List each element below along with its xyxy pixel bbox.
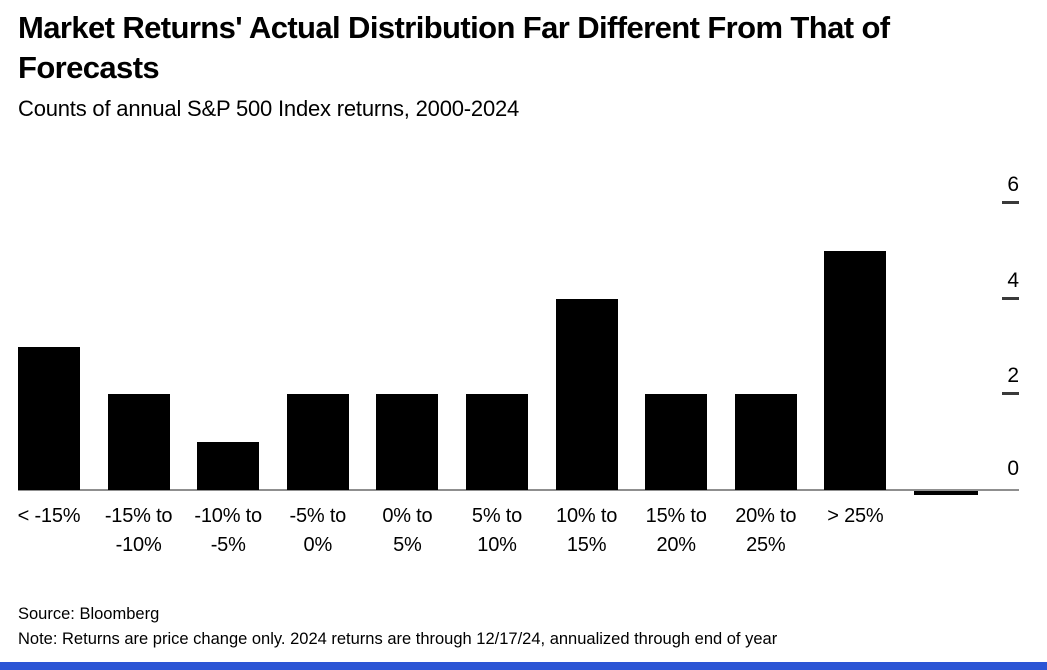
chart-subtitle: Counts of annual S&P 500 Index returns, … [18, 96, 520, 121]
x-axis-label: > 25% [827, 502, 883, 531]
x-axis-label-line: -10% to [194, 505, 262, 527]
x-axis-label-line: 5% [393, 534, 422, 556]
y-axis-tick-label: 6 [1007, 173, 1019, 197]
x-axis-label-line: 15% to [645, 505, 707, 527]
bar [197, 442, 260, 490]
chart-title: Market Returns' Actual Distribution Far … [18, 8, 1030, 88]
x-axis-label-line: 0% to [382, 505, 433, 527]
bar [466, 394, 528, 490]
note-line: Note: Returns are price change only. 202… [18, 630, 778, 648]
x-axis-label: -15% to -10% [105, 502, 173, 560]
x-axis-label: 10% to 15% [556, 502, 617, 560]
x-axis-label-line: 5% to [471, 505, 523, 527]
x-axis-baseline [18, 489, 1019, 491]
y-axis-tick-mark [1002, 201, 1019, 205]
bar [286, 394, 349, 490]
y-axis-tick-mark [1002, 296, 1019, 300]
x-axis-label-line: 25% [746, 534, 786, 556]
x-axis-label: 20% to 25% [735, 502, 796, 560]
x-axis-label: 0% to 5% [382, 502, 432, 560]
bottom-accent-bar [0, 662, 1047, 670]
x-axis-label-line: -5% to [289, 505, 347, 527]
bar [376, 394, 439, 490]
x-axis-label-line: 15% [566, 534, 607, 556]
bar [555, 298, 618, 490]
bar [734, 394, 797, 490]
x-axis-label-line: -15% to [104, 505, 173, 527]
bar [645, 394, 708, 490]
x-axis-label: < -15% [18, 502, 81, 531]
x-axis-label: 15% to 20% [646, 502, 707, 560]
x-axis-label-line: > 25% [827, 505, 884, 527]
x-axis-label-line: 20% to [735, 505, 797, 527]
x-axis-label: -10% to -5% [194, 502, 262, 560]
chart-title-line1: Market Returns' Actual Distribution Far … [18, 10, 890, 45]
x-axis-label-line: 20% [656, 534, 696, 556]
x-axis-label: 5% to 10% [472, 502, 522, 560]
bar [107, 394, 170, 490]
x-axis-label: -5% to 0% [289, 502, 346, 560]
x-axis-label-line: 0% [303, 534, 333, 556]
y-axis-tick-mark [1002, 392, 1019, 396]
chart-title-line2: Forecasts [18, 50, 160, 85]
x-axis-label-line: 10% [477, 534, 517, 556]
y-axis-tick-label: 2 [1007, 364, 1019, 388]
bar [824, 250, 887, 490]
x-axis-label-line: < -15% [17, 505, 81, 527]
x-axis-label-line: -10% [115, 534, 162, 556]
bar [18, 346, 80, 490]
y-axis-tick-label: 0 [1007, 457, 1019, 480]
bar [914, 491, 978, 495]
source-line: Source: Bloomberg [18, 605, 160, 623]
y-axis-tick-label: 4 [1007, 268, 1019, 292]
x-axis-label-line: 10% to [556, 505, 618, 527]
x-axis-label-line: -5% [210, 534, 246, 556]
